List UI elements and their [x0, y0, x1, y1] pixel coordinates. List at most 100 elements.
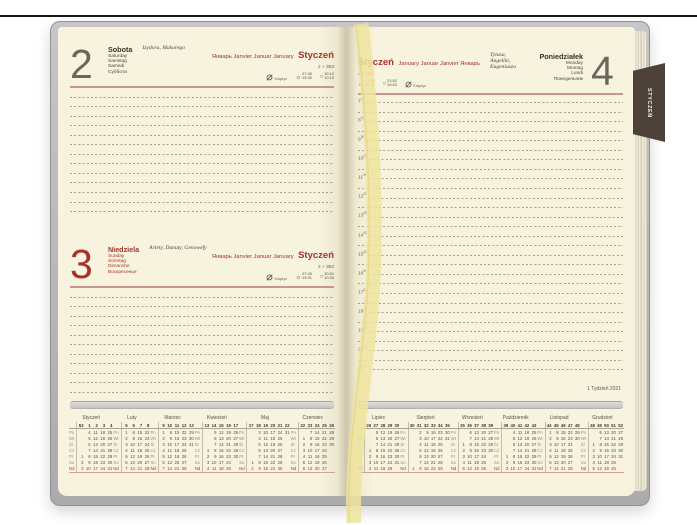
- hour-label: 1400: [358, 230, 367, 239]
- half-hour-line: [358, 295, 623, 305]
- hour-label: 1300: [358, 211, 367, 220]
- weekday-row: So 5 12 19 26: [290, 459, 327, 466]
- writing-line: [70, 193, 334, 203]
- weekday-row: Nd 7 14 21 28: [113, 465, 151, 473]
- weekday-row: Śr 6 13 20 27: [69, 441, 113, 448]
- writing-line: [70, 326, 334, 336]
- moon-icon: ○: [319, 274, 324, 281]
- weekday-row: Nd 1 8 15 22 29: [400, 465, 451, 473]
- hour-line: 1300: [358, 210, 623, 220]
- hour-line: 1000: [358, 152, 623, 162]
- weekday-row: Pt 6 13 20 27: [400, 453, 443, 460]
- name-days: Arlety, Danuty, Genowefy: [149, 245, 207, 251]
- hour-label: 1200: [358, 192, 367, 201]
- week-numbers-row: 22 23 24 25 26: [290, 422, 335, 430]
- moonrise-moonset: ○ 21:52 10:53: [382, 78, 397, 88]
- page-edges: [634, 31, 647, 491]
- day-name-primary: Poniedziałek: [539, 52, 583, 61]
- writing-line: [70, 298, 334, 308]
- mini-month-title: Styczeń: [82, 415, 101, 421]
- writing-line: [70, 107, 334, 117]
- hour-label: 700: [358, 96, 365, 105]
- writing-line: [70, 355, 334, 365]
- crossed-moon-icon: [266, 274, 273, 281]
- weekday-row: Wt 1 8 15 22 29: [290, 435, 334, 442]
- moonrise-moonset: ○ 19:12 10:10: [319, 71, 334, 81]
- mini-month-title: Październik: [502, 415, 529, 421]
- weekday-row: Cz 1 8 15 22 29: [194, 447, 239, 454]
- weekday-row: Nd 5 12 19 26: [450, 465, 495, 473]
- half-hour-line: [358, 200, 623, 210]
- writing-line: [70, 126, 334, 136]
- writing-line: [70, 383, 334, 393]
- hour-label: 900: [358, 135, 365, 143]
- half-hour-line: [358, 276, 623, 286]
- weekday-row: Pt 3 10 17 24 31: [580, 453, 624, 460]
- hour-line: 800: [358, 114, 623, 124]
- half-hour-line: [358, 334, 623, 344]
- mini-month-calendar: Kwiecień 13 14 15 16 17 Pn 5 12 19 26 Wt 6 13 20 27 Śr 7 1…: [194, 415, 240, 473]
- mini-month-calendar: Październik 39 40 41 42 43 Pn 4 11 18 25 Wt 5 12 19 26 Ś…: [494, 415, 538, 473]
- weekday-row: Pt 2 9 16 23 30: [194, 453, 239, 460]
- writing-area: [70, 88, 334, 212]
- hourly-schedule: 700 800 900 1000 1100 1200 1300 1400 1500 1600 170…: [358, 95, 623, 372]
- moonrise-moonset: ○ 20:31 10:34: [319, 271, 334, 281]
- half-hour-line: [358, 257, 623, 267]
- day-number: 2: [70, 41, 93, 87]
- writing-line: [70, 317, 334, 327]
- mini-calendars-jan-jun: Styczeń 53 1 2 3 4 Pn 4 11 18 25 Wt 5 12 19 26 Śr 6 13 20 27…: [69, 415, 335, 473]
- mini-month-title: Czerwiec: [302, 415, 324, 421]
- mini-month-calendar: Marzec 9 10 11 12 13 Pn 1 8 15 22 29 Wt 2 9 16 23 30 Śr 3 10…: [150, 415, 195, 473]
- writing-line: [70, 145, 334, 155]
- weekday-row: Cz 5 12 19 26: [400, 447, 443, 454]
- weekday-row: Pn 4 11 18 25: [494, 428, 537, 436]
- hour-label: 800: [358, 116, 365, 124]
- weekday-row: Pt 5 12 19 26: [113, 453, 150, 460]
- mini-month-title: Listopad: [549, 415, 569, 421]
- weekday-row: So 6 13 20 27: [150, 459, 187, 466]
- mini-month-title: Wrzesień: [462, 415, 483, 421]
- sun-icon: ☼: [295, 273, 302, 281]
- weekday-row: Pn 5 12 19 26: [194, 428, 239, 436]
- weekday-row: Nd 4 11 18 25: [194, 465, 240, 473]
- half-hour-line: [358, 143, 623, 153]
- weekday-row: So 2 9 16 23 30: [69, 459, 113, 466]
- mini-month-calendar: Luty 5 6 7 8 Pn 1 8 15 22 Wt 2 9 16 23 Śr 3 10 17 24 Cz 4 11 18…: [113, 415, 151, 473]
- weekday-row: Śr 3 10 17 24: [537, 441, 573, 448]
- weekday-row: Pn 1 8 15 22 29: [537, 428, 580, 436]
- weekday-row: Nd 7 14 21 28: [150, 465, 195, 473]
- hour-label: 1800: [358, 306, 367, 315]
- weekday-row: Pt 5 12 19 26: [150, 453, 187, 460]
- weekday-row: Śr 7 14 21 28: [194, 441, 239, 448]
- week-numbers-row: 17 18 19 20 21 22: [239, 422, 291, 430]
- weekday-row: So 4 11 18 25: [450, 459, 486, 466]
- weekday-row: Wt 3 10 17 24 31: [400, 435, 450, 442]
- half-hour-line: [358, 353, 623, 363]
- writing-line: [70, 336, 334, 346]
- weekday-row: Nd 2 9 16 23 30: [239, 465, 291, 473]
- half-hour-line: [358, 315, 623, 325]
- hour-label: 2000: [358, 345, 367, 353]
- weekday-row: Pt 1 8 15 22 29: [494, 453, 537, 460]
- astro-row: Księżyc ☼ 07:49 15:31 ○ 20:31 10:34: [212, 271, 334, 281]
- writing-line: [70, 307, 334, 317]
- hour-label: 1600: [358, 268, 367, 277]
- weekday-row: Pn 5 12 19 26: [357, 428, 400, 436]
- day-of-year: 3 + 362: [317, 264, 334, 270]
- hour-label: 1500: [358, 249, 367, 258]
- day-of-year: 4 + 361: [358, 71, 375, 77]
- hour-label: 1900: [358, 326, 367, 334]
- writing-line: [70, 183, 334, 193]
- day-entry-sunday: 3 Niedziela Sunday Sonntag Dimanche Воск…: [70, 244, 334, 393]
- weekday-row: So 1 8 15 22 29: [239, 459, 283, 466]
- week-numbers-row: 39 40 41 42 43: [494, 422, 538, 430]
- weekday-row: Śr 6 13 20 27: [494, 441, 537, 448]
- weekday-row: Pn 4 11 18 25: [69, 428, 113, 436]
- week-numbers-row: 13 14 15 16 17: [194, 422, 240, 430]
- weekday-row: Wt 5 12 19 26: [69, 435, 113, 442]
- weekday-row: Wt 4 11 18 25: [239, 435, 283, 442]
- hour-line: 1500: [358, 248, 623, 258]
- weekday-row: Pn 6 13 20 27: [580, 428, 624, 436]
- weekday-row: Nd 3 10 17 24 31: [494, 465, 538, 473]
